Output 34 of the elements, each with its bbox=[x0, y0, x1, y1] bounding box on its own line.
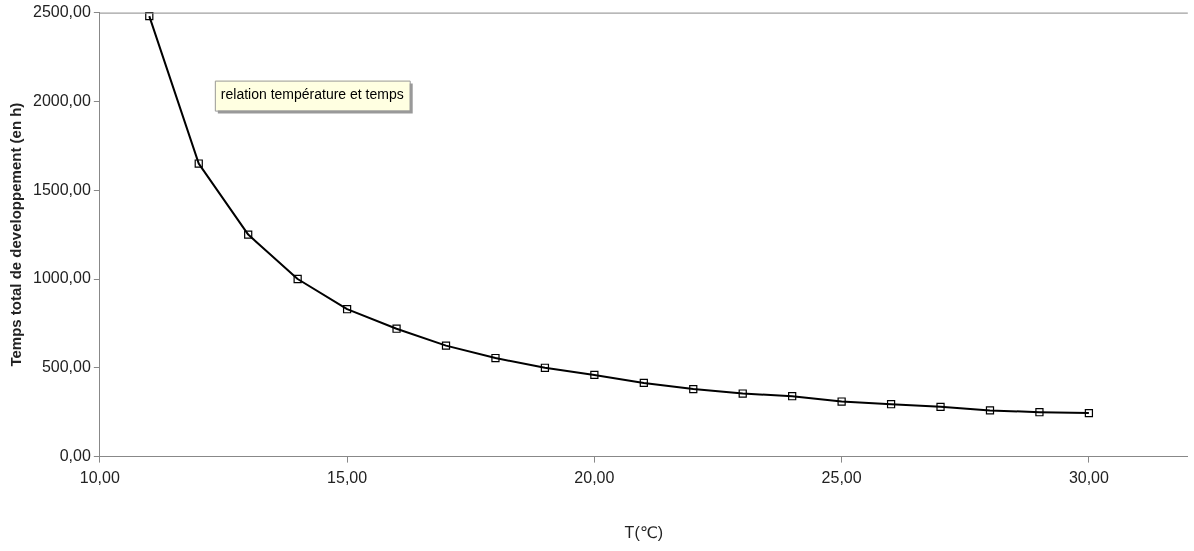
point bbox=[738, 389, 747, 398]
point bbox=[936, 402, 945, 412]
x-tick-label: 30,00 bbox=[1068, 468, 1110, 486]
y-axis-title: Temps total de developpement (en h) bbox=[7, 102, 25, 367]
point bbox=[293, 274, 302, 284]
point bbox=[837, 397, 846, 406]
point bbox=[145, 12, 154, 21]
y-tick-label: 1000,00 bbox=[32, 269, 91, 287]
point bbox=[1084, 408, 1094, 418]
point bbox=[441, 341, 451, 350]
point bbox=[639, 378, 648, 388]
point bbox=[590, 370, 599, 380]
point bbox=[788, 392, 797, 401]
x-tick-label: 25,00 bbox=[821, 468, 862, 486]
annotation: relation température et temps bbox=[220, 86, 404, 103]
x-tick-label: 20,00 bbox=[574, 468, 615, 486]
point bbox=[244, 230, 253, 239]
point bbox=[886, 400, 896, 409]
point bbox=[540, 363, 550, 372]
point bbox=[689, 384, 698, 394]
point bbox=[985, 406, 995, 415]
point bbox=[194, 159, 203, 168]
y-tick-label: 2000,00 bbox=[32, 91, 91, 109]
x-axis-title: T(℃) bbox=[624, 523, 664, 541]
point bbox=[392, 324, 401, 333]
y-tick-label: 0,00 bbox=[59, 447, 91, 465]
point bbox=[342, 305, 352, 314]
y-tick-label: 1500,00 bbox=[32, 180, 91, 198]
point bbox=[491, 353, 500, 363]
y-tick-label: 2500,00 bbox=[32, 3, 91, 21]
y-tick-label: 500,00 bbox=[41, 358, 91, 376]
x-tick-label: 10,00 bbox=[79, 468, 120, 486]
x-tick-label: 15,00 bbox=[327, 468, 368, 486]
point bbox=[1035, 408, 1044, 417]
